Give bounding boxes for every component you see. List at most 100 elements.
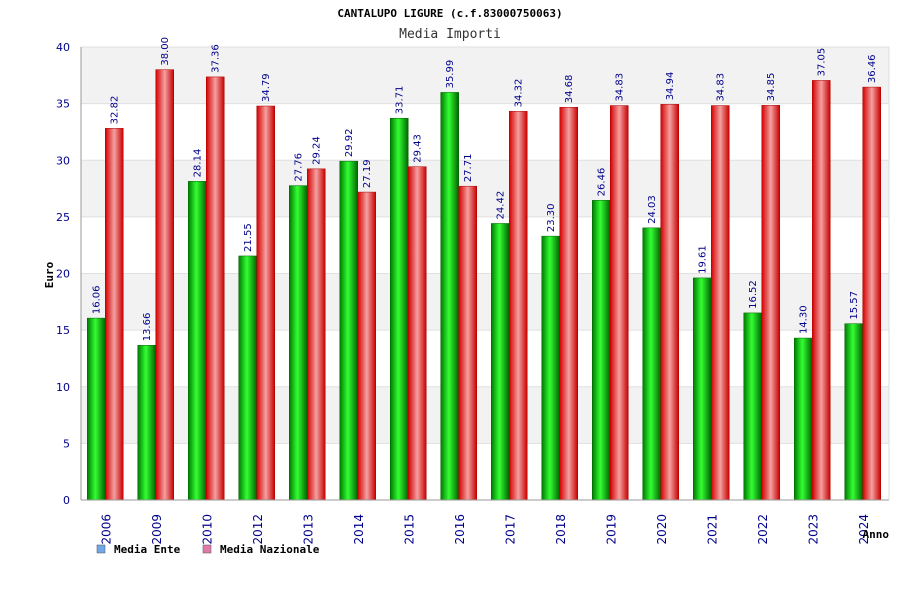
bar-media-ente-2016 bbox=[440, 92, 459, 501]
data-label: 27.76 bbox=[293, 153, 304, 182]
x-tick-label: 2023 bbox=[806, 514, 820, 545]
bar-media-ente-2019 bbox=[592, 200, 611, 501]
x-tick-label: 2014 bbox=[352, 514, 366, 545]
y-tick-label: 30 bbox=[56, 154, 70, 167]
bar-media-nazionale-2023 bbox=[812, 80, 831, 501]
x-tick-label: 2020 bbox=[655, 514, 669, 545]
x-tick-label: 2015 bbox=[402, 514, 416, 545]
data-label: 26.46 bbox=[596, 168, 607, 197]
bar-media-ente-2013 bbox=[289, 185, 308, 501]
bar-media-ente-2018 bbox=[541, 235, 560, 501]
bar-media-ente-2012 bbox=[238, 255, 257, 501]
bar-media-ente-2021 bbox=[693, 277, 712, 501]
x-tick-label: 2018 bbox=[554, 514, 568, 545]
bar-media-nazionale-2015 bbox=[408, 166, 427, 501]
x-tick-label: 2022 bbox=[756, 514, 770, 545]
data-label: 33.71 bbox=[394, 86, 405, 115]
y-tick-label: 40 bbox=[56, 41, 70, 54]
bar-media-nazionale-2012 bbox=[256, 105, 275, 501]
bar-media-nazionale-2024 bbox=[862, 86, 881, 501]
data-label: 37.36 bbox=[210, 44, 221, 73]
y-tick-label: 20 bbox=[56, 268, 70, 281]
chart-subtitle: Media Importi bbox=[399, 27, 501, 42]
bar-media-ente-2014 bbox=[339, 160, 358, 501]
bar-media-nazionale-2014 bbox=[357, 191, 376, 501]
data-label: 36.46 bbox=[867, 54, 878, 83]
data-label: 24.42 bbox=[495, 191, 506, 220]
legend-label: Media Ente bbox=[114, 543, 181, 556]
data-label: 34.83 bbox=[715, 73, 726, 102]
data-label: 34.83 bbox=[614, 73, 625, 102]
x-tick-label: 2009 bbox=[150, 514, 164, 545]
bar-media-nazionale-2010 bbox=[206, 76, 225, 501]
bar-media-ente-2022 bbox=[743, 312, 762, 501]
data-label: 24.03 bbox=[647, 195, 658, 224]
y-tick-label: 35 bbox=[56, 98, 70, 111]
legend-swatch bbox=[96, 544, 106, 554]
bar-media-nazionale-2017 bbox=[509, 111, 528, 501]
y-tick-labels: 0 5 10 15 20 25 30 35 40 bbox=[56, 41, 70, 507]
data-label: 34.68 bbox=[564, 75, 575, 104]
legend: Media Ente Media Nazionale bbox=[96, 543, 320, 556]
data-label: 23.30 bbox=[546, 203, 557, 232]
data-label: 27.71 bbox=[463, 154, 474, 183]
axes bbox=[80, 47, 890, 501]
bar-media-nazionale-2006 bbox=[105, 128, 124, 501]
bar-media-ente-2024 bbox=[844, 323, 863, 501]
bar-media-ente-2020 bbox=[642, 227, 661, 501]
bar-media-nazionale-2009 bbox=[155, 69, 174, 501]
bar-media-ente-2006 bbox=[87, 317, 106, 501]
x-tick-label: 2024 bbox=[857, 514, 871, 545]
data-label: 37.05 bbox=[816, 48, 827, 77]
y-tick-label: 15 bbox=[56, 324, 70, 337]
bar-media-nazionale-2021 bbox=[711, 105, 730, 501]
data-label: 29.24 bbox=[311, 136, 322, 165]
bar-media-nazionale-2022 bbox=[761, 105, 780, 501]
data-label: 38.00 bbox=[160, 37, 171, 66]
x-tick-labels: 2006 2009 2010 2012 2013 2014 2015 2016 2017 2018… bbox=[99, 514, 871, 545]
legend-swatch bbox=[202, 544, 212, 554]
x-tick-label: 2012 bbox=[251, 514, 265, 545]
data-label: 16.06 bbox=[91, 285, 102, 314]
data-label: 29.43 bbox=[412, 134, 423, 163]
data-label: 34.94 bbox=[665, 72, 676, 101]
data-label: 28.14 bbox=[192, 149, 203, 178]
data-label: 21.55 bbox=[243, 223, 254, 252]
y-tick-label: 0 bbox=[63, 494, 70, 507]
bar-media-ente-2015 bbox=[390, 117, 409, 501]
y-axis-label: Euro bbox=[43, 261, 56, 288]
data-label: 34.32 bbox=[513, 79, 524, 108]
x-axis-label: Anno bbox=[863, 528, 890, 541]
data-label: 19.61 bbox=[697, 245, 708, 274]
data-label: 34.85 bbox=[766, 73, 777, 102]
bars bbox=[87, 69, 881, 501]
data-labels: 16.06 32.82 13.66 38.00 28.14 37.36 21.55 34.79… bbox=[91, 37, 878, 341]
legend-label: Media Nazionale bbox=[220, 543, 320, 556]
chart-title: CANTALUPO LIGURE (c.f.83000750063) bbox=[337, 7, 562, 20]
bar-media-nazionale-2020 bbox=[660, 104, 679, 501]
bar-media-ente-2010 bbox=[188, 181, 207, 501]
bar-media-ente-2023 bbox=[794, 337, 813, 501]
x-tick-label: 2006 bbox=[99, 514, 113, 545]
x-tick-label: 2016 bbox=[453, 514, 467, 545]
data-label: 14.30 bbox=[798, 305, 809, 334]
y-tick-label: 10 bbox=[56, 381, 70, 394]
data-label: 32.82 bbox=[109, 96, 120, 125]
x-tick-label: 2010 bbox=[200, 514, 214, 545]
bar-media-nazionale-2019 bbox=[610, 105, 629, 501]
data-label: 15.57 bbox=[849, 291, 860, 320]
y-tick-label: 5 bbox=[63, 437, 70, 450]
bar-media-ente-2017 bbox=[491, 223, 510, 501]
y-tick-label: 25 bbox=[56, 211, 70, 224]
x-tick-label: 2013 bbox=[301, 514, 315, 545]
data-label: 29.92 bbox=[344, 129, 355, 158]
data-label: 16.52 bbox=[748, 280, 759, 309]
data-label: 34.79 bbox=[261, 73, 272, 102]
bar-media-nazionale-2013 bbox=[307, 168, 326, 501]
data-label: 27.19 bbox=[362, 159, 373, 188]
bar-media-ente-2009 bbox=[137, 345, 156, 501]
bar-media-nazionale-2018 bbox=[559, 106, 578, 501]
bar-media-nazionale-2016 bbox=[458, 185, 477, 501]
data-label: 35.99 bbox=[445, 60, 456, 89]
